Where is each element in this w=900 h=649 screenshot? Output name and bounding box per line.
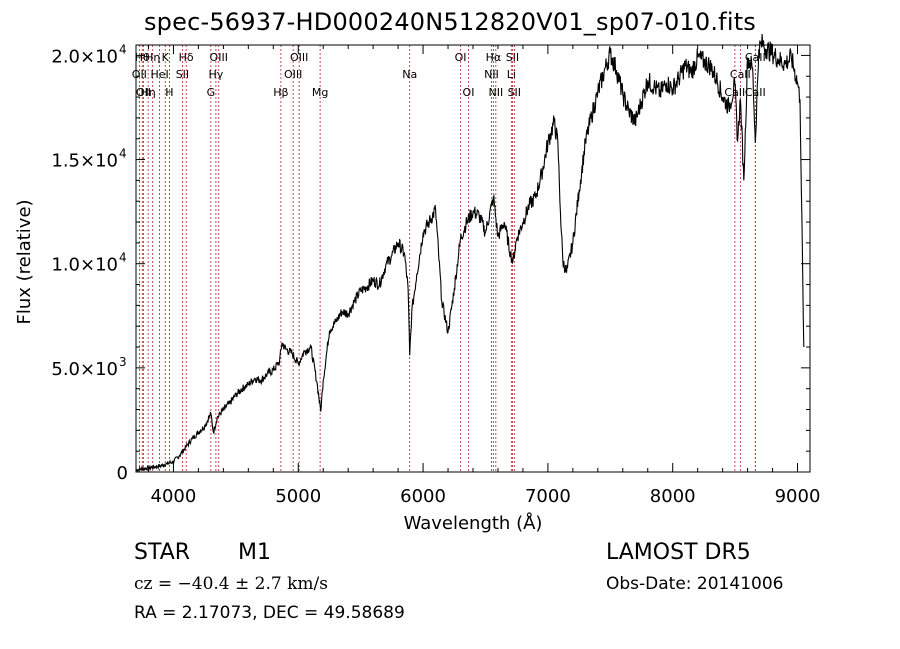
line-marker-labels: HθOIIOIIHηHηHeIKHSIIHδGHγOIIIHβOIIIOIIIM… [132, 51, 766, 99]
line-marker-label: CaII [745, 51, 766, 64]
line-marker-label: OI [455, 51, 467, 64]
line-marker-label: K [162, 51, 170, 64]
line-marker-label: CaII [730, 68, 751, 81]
line-marker-label: NII [484, 68, 499, 81]
redshift-velocity: cz = −40.4 ± 2.7 km/s [134, 574, 328, 594]
x-tick-label: 5000 [275, 486, 321, 507]
y-tick-label: 2.0×10 [51, 46, 118, 67]
object-subclass: M1 [238, 540, 271, 565]
x-tick-label: 6000 [400, 486, 446, 507]
plot-frame [135, 44, 811, 473]
line-marker-label: Hη [140, 86, 155, 99]
line-marker-label: Hδ [179, 51, 194, 64]
x-axis: 4000 5000 6000 7000 8000 9000 [147, 45, 821, 507]
y-tick-label: 5.0×10 [51, 359, 118, 380]
x-tick-label: 4000 [151, 486, 197, 507]
x-tick-label: 7000 [525, 486, 571, 507]
line-markers [138, 45, 756, 472]
line-marker-label: SII [176, 68, 189, 81]
y-axis: 05.0×10 31.0×10 41.5×10 42.0×10 4 [51, 42, 810, 484]
line-marker-label: OIII [210, 51, 228, 64]
y-tick-exponent: 4 [119, 147, 127, 161]
y-axis-label: Flux (relative) [14, 199, 35, 324]
line-marker-label: HeI [150, 68, 168, 81]
line-marker-label: Hγ [208, 68, 223, 81]
chart-title: spec-56937-HD000240N512820V01_sp07-010.f… [143, 8, 757, 36]
line-marker-label: H [165, 86, 173, 99]
line-marker-label: CaII [745, 86, 766, 99]
line-marker-label: OII [132, 68, 147, 81]
line-marker-label: Hβ [273, 86, 288, 99]
observation-date: Obs-Date: 20141006 [606, 574, 784, 594]
line-marker-label: OI [463, 86, 475, 99]
y-tick-exponent: 4 [119, 42, 127, 56]
line-marker-label: Li [507, 68, 516, 81]
y-tick-label: 1.5×10 [51, 151, 118, 172]
y-tick-label: 1.0×10 [51, 255, 118, 276]
y-tick-exponent: 4 [119, 251, 127, 265]
object-class: STAR [134, 540, 191, 565]
x-axis-label: Wavelength (Å) [404, 512, 543, 534]
line-marker-label: OIII [290, 51, 308, 64]
x-tick-label: 8000 [650, 486, 696, 507]
spectrum-line [136, 33, 805, 473]
line-marker-label: CaII [724, 86, 745, 99]
x-tick-label: 9000 [775, 486, 821, 507]
ra-dec-coordinates: RA = 2.17073, DEC = 49.58689 [134, 603, 405, 623]
line-marker-label: Mg [312, 86, 328, 99]
line-marker-label: Hθ [135, 51, 150, 64]
line-marker-label: NII [488, 86, 503, 99]
line-marker-label: Hα [486, 51, 502, 64]
line-marker-label: SII [508, 86, 521, 99]
line-marker-label: Hη [145, 51, 160, 64]
line-marker-label: OII [136, 86, 151, 99]
line-marker-label: G [207, 86, 216, 99]
survey-name: LAMOST DR5 [606, 540, 751, 565]
line-marker-label: OIII [284, 68, 302, 81]
line-marker-label: Na [402, 68, 417, 81]
y-tick-exponent: 3 [119, 355, 127, 369]
line-marker-label: SII [506, 51, 519, 64]
y-tick-label: 0 [117, 463, 128, 484]
